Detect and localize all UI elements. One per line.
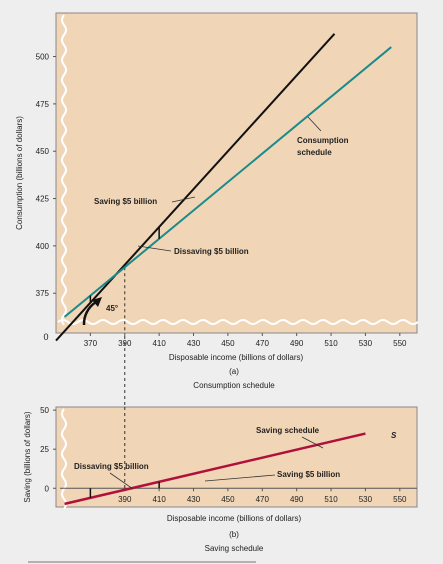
panel-b-saving-schedule-label: Saving schedule [256, 426, 320, 435]
panel-a-x-axis-title: Disposable income (billions of dollars) [169, 353, 304, 362]
panel-a-y-axis-title: Consumption (billions of dollars) [15, 116, 24, 230]
panel-b-y-tick-label: 0 [45, 484, 50, 493]
panel-b-x-tick-label: 450 [221, 495, 235, 504]
panel-a-saving-label: Saving $5 billion [94, 197, 157, 206]
panel-b-x-tick-label: 390 [118, 495, 132, 504]
panel-b-y-axis-title: Saving (billions of dollars) [23, 411, 32, 502]
panel-a-x-tick-label: 530 [359, 339, 373, 348]
panel-a-x-tick-label: 510 [324, 339, 338, 348]
panel-b-dissaving-label: Dissaving $5 billion [74, 462, 149, 471]
panel-a-angle-label: 45° [106, 304, 118, 313]
panel-a-dissaving-label: Dissaving $5 billion [174, 247, 249, 256]
panel-b-plot-area [55, 406, 418, 508]
panel-b-x-tick-label: 430 [187, 495, 201, 504]
panel-b-x-tick-label: 550 [393, 495, 407, 504]
panel-a-y-tick-label: 500 [36, 53, 50, 62]
panel-a-x-tick-label: 430 [187, 339, 201, 348]
panel-a-angle-arc [82, 300, 97, 326]
panel-b-x-axis-title: Disposable income (billions of dollars) [167, 514, 302, 523]
panel-b-x-tick-label: 410 [152, 495, 166, 504]
panel-a-axis-break-horizontal [57, 319, 419, 325]
panel-a-x-ticks: 370 390 410 430 450 470 490 510 530 550 [84, 333, 407, 348]
panel-b-saving-label: Saving $5 billion [277, 470, 340, 479]
panel-b-panel-label: (b) [229, 530, 239, 539]
panel-a-y-tick-label: 425 [36, 195, 50, 204]
panel-a-origin-label: 0 [43, 332, 48, 342]
panel-b-y-ticks: 0 25 50 [40, 406, 56, 493]
panel-b-saving-markers [89, 481, 160, 498]
panel-a-angle-arrowhead [92, 297, 102, 307]
panel-b-y-tick-label: 25 [40, 445, 49, 454]
panel-a-x-tick-label: 370 [84, 339, 98, 348]
panel-b-saving-schedule-leader [301, 436, 324, 449]
panel-b-dissaving-leader [109, 472, 134, 490]
panel-b-y-tick-label: 50 [40, 406, 49, 415]
panel-a-x-tick-label: 410 [152, 339, 166, 348]
panel-b-x-ticks: 390 410 430 450 470 490 510 530 550 [118, 488, 407, 504]
panel-b-x-tick-label: 510 [324, 495, 338, 504]
panel-a-caption: Consumption schedule [193, 381, 275, 390]
panel-b-saving-leader [204, 474, 276, 482]
panel-b-x-tick-label: 530 [359, 495, 373, 504]
panel-a-y-ticks: 375 400 425 450 475 500 [36, 53, 56, 298]
panel-a-x-tick-label: 450 [221, 339, 235, 348]
panel-a-x-tick-label: 490 [290, 339, 304, 348]
panel-a-y-tick-label: 450 [36, 147, 50, 156]
panel-a-plot-area [55, 12, 418, 334]
panel-b-x-tick-label: 470 [256, 495, 270, 504]
panel-b-series-label-s: S [391, 431, 397, 440]
panel-a-45-degree-line [55, 33, 336, 342]
panel-b-caption: Saving schedule [205, 544, 264, 553]
panel-a-y-tick-label: 475 [36, 100, 50, 109]
panel-b-axis-break-vertical [61, 408, 67, 510]
panel-a-saving-markers [89, 226, 160, 303]
panel-a-dissaving-leader [137, 245, 172, 252]
panel-a-panel-label: (a) [229, 367, 239, 376]
panel-a-x-tick-label: 550 [393, 339, 407, 348]
panel-a-saving-leader [171, 196, 196, 203]
panel-a-consumption-leader [307, 116, 322, 132]
panel-b-x-tick-label: 490 [290, 495, 304, 504]
panel-a-consumption-line [63, 46, 392, 318]
panel-a-x-tick-label: 470 [256, 339, 270, 348]
panel-a-y-tick-label: 375 [36, 289, 50, 298]
panel-a-axis-break-vertical [61, 14, 67, 326]
panel-b-saving-line [64, 432, 366, 506]
panel-a-y-tick-label: 400 [36, 242, 50, 251]
panel-a-consumption-label: Consumption schedule [297, 136, 349, 157]
